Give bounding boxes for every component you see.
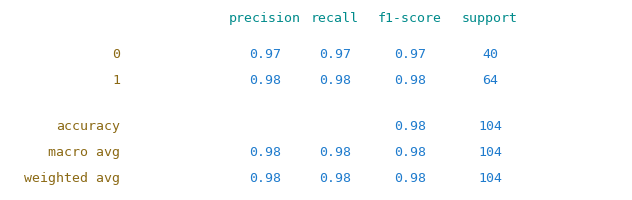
Text: macro avg: macro avg [48,146,120,159]
Text: 40: 40 [482,48,498,61]
Text: 0: 0 [112,48,120,61]
Text: 104: 104 [478,172,502,185]
Text: recall: recall [311,12,359,25]
Text: weighted avg: weighted avg [24,172,120,185]
Text: 104: 104 [478,120,502,133]
Text: 0.98: 0.98 [249,74,281,87]
Text: 0.98: 0.98 [249,146,281,159]
Text: 104: 104 [478,146,502,159]
Text: 0.97: 0.97 [249,48,281,61]
Text: 64: 64 [482,74,498,87]
Text: 0.98: 0.98 [319,74,351,87]
Text: 0.97: 0.97 [394,48,426,61]
Text: 0.98: 0.98 [394,74,426,87]
Text: precision: precision [229,12,301,25]
Text: 0.98: 0.98 [394,146,426,159]
Text: 0.98: 0.98 [394,172,426,185]
Text: 0.98: 0.98 [319,172,351,185]
Text: support: support [462,12,518,25]
Text: accuracy: accuracy [56,120,120,133]
Text: 1: 1 [112,74,120,87]
Text: 0.97: 0.97 [319,48,351,61]
Text: 0.98: 0.98 [319,146,351,159]
Text: 0.98: 0.98 [249,172,281,185]
Text: f1-score: f1-score [378,12,442,25]
Text: 0.98: 0.98 [394,120,426,133]
